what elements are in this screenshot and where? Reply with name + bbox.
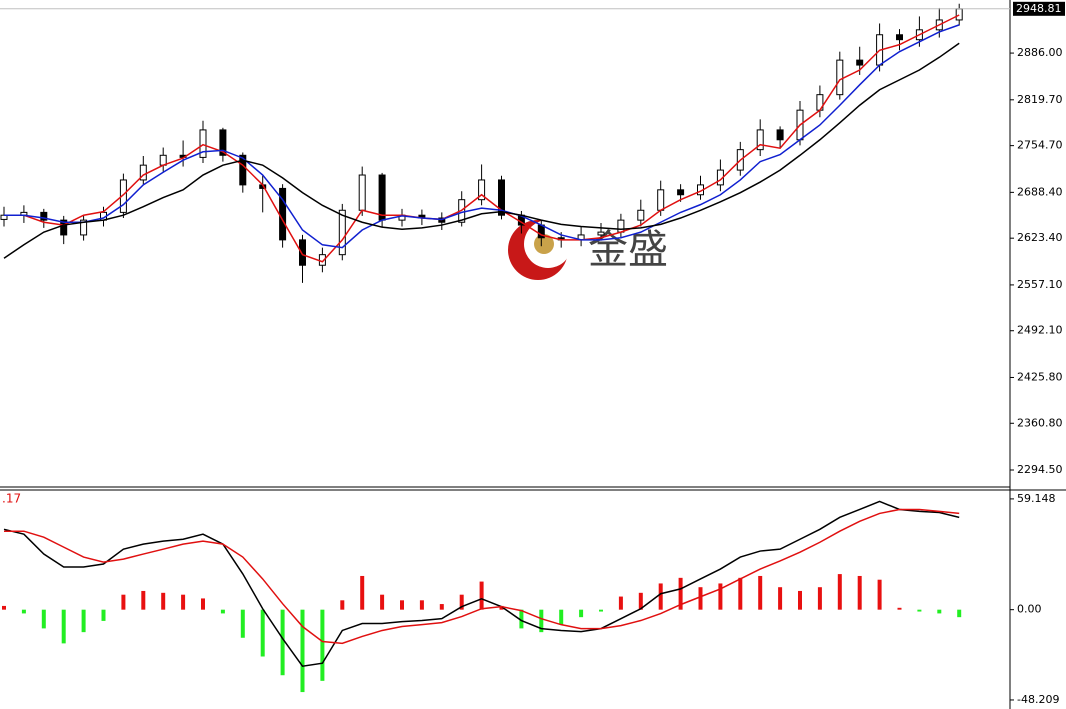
histogram-bar — [81, 609, 86, 633]
y-tick-label: 2819.70 — [1017, 93, 1063, 106]
y-tick-label: 2492.10 — [1017, 324, 1063, 337]
histogram-bar — [778, 587, 783, 610]
histogram-bar — [917, 609, 922, 612]
histogram-bar — [240, 609, 245, 638]
y-tick-label: 59.148 — [1017, 492, 1056, 505]
candle-body — [756, 129, 764, 151]
candle-body — [657, 189, 665, 211]
indicator-line — [3, 42, 960, 259]
histogram-bar — [658, 583, 663, 610]
histogram-bar — [539, 609, 544, 633]
histogram-bar — [419, 600, 424, 610]
histogram-bar — [638, 592, 643, 610]
candle-body — [856, 59, 864, 66]
indicator-line — [3, 500, 960, 668]
candle-body — [219, 129, 227, 156]
candle-body — [299, 239, 306, 266]
y-tick-label: 2294.50 — [1017, 463, 1063, 476]
y-tick-label: 0.00 — [1017, 603, 1042, 616]
indicator-line — [4, 14, 960, 263]
candle-body — [955, 8, 963, 21]
y-tick-label: 2886.00 — [1017, 46, 1063, 59]
candle-body — [478, 179, 486, 201]
y-tick-label: 2754.70 — [1017, 139, 1063, 152]
histogram-bar — [837, 574, 842, 610]
candle-body — [597, 231, 605, 236]
y-tick-label: 2688.40 — [1017, 185, 1063, 198]
histogram-bar — [340, 600, 345, 610]
histogram-bar — [2, 605, 6, 610]
candle-body — [60, 219, 68, 236]
histogram-bar — [798, 590, 802, 610]
candle-body — [80, 219, 88, 236]
histogram-bar — [618, 596, 623, 610]
candle-body — [40, 211, 48, 221]
histogram-bar — [698, 587, 703, 610]
candle-body — [199, 129, 207, 158]
histogram-bar — [599, 609, 603, 612]
histogram-bar — [957, 609, 962, 618]
candle-body — [677, 189, 685, 196]
histogram-bar — [360, 575, 365, 610]
histogram-bar — [121, 594, 126, 610]
histogram-bar — [201, 598, 205, 610]
y-tick-label: 2425.80 — [1017, 370, 1063, 383]
histogram-bar — [260, 609, 265, 657]
histogram-bar — [897, 607, 902, 610]
candle-body — [378, 174, 386, 221]
candle-body — [119, 179, 127, 213]
histogram-bar — [479, 581, 484, 610]
candle-body — [358, 174, 366, 211]
histogram-bar — [877, 579, 882, 610]
indicator-label: .17 — [2, 492, 21, 506]
histogram-bar — [579, 609, 584, 618]
indicator-line — [4, 508, 960, 645]
price-label-box — [1013, 1, 1065, 16]
candle-body — [617, 219, 625, 233]
candle-body — [776, 129, 784, 141]
histogram-bar — [141, 590, 146, 610]
histogram-bar — [280, 609, 285, 676]
histogram-bar — [559, 609, 564, 625]
y-tick-label: -48.209 — [1017, 693, 1059, 706]
candle-body — [637, 209, 645, 221]
y-tick-label: 2623.40 — [1017, 231, 1063, 244]
histogram-bar — [738, 577, 743, 610]
histogram-bar — [21, 609, 26, 614]
histogram-bar — [499, 605, 504, 610]
candle-body — [498, 179, 505, 216]
y-tick-label: 2557.10 — [1017, 278, 1063, 291]
histogram-bar — [181, 594, 186, 610]
indicator-line — [4, 24, 960, 249]
histogram-bar — [101, 609, 106, 621]
histogram-bar — [758, 575, 763, 610]
histogram-bar — [300, 609, 305, 693]
price-label: 2948.81 — [1016, 2, 1062, 15]
candle-body — [239, 154, 247, 186]
candle-body — [836, 59, 844, 96]
histogram-bar — [380, 594, 385, 610]
histogram-bar — [519, 609, 524, 629]
histogram-bar — [400, 600, 404, 610]
histogram-bar — [220, 609, 225, 614]
histogram-bar — [678, 577, 683, 610]
histogram-bar — [459, 594, 464, 610]
y-tick-label: 2360.80 — [1017, 416, 1063, 429]
histogram-bar — [937, 609, 942, 614]
histogram-bar — [61, 609, 66, 644]
candle-body — [139, 164, 147, 181]
candle-body — [338, 209, 346, 256]
histogram-bar — [718, 583, 723, 610]
histogram-bar — [161, 592, 166, 610]
histogram-bar — [439, 604, 444, 610]
candle-body — [896, 34, 903, 41]
histogram-bar — [320, 609, 325, 681]
histogram-bar — [857, 575, 862, 610]
histogram-bar — [41, 609, 46, 629]
histogram-bar — [817, 587, 822, 610]
